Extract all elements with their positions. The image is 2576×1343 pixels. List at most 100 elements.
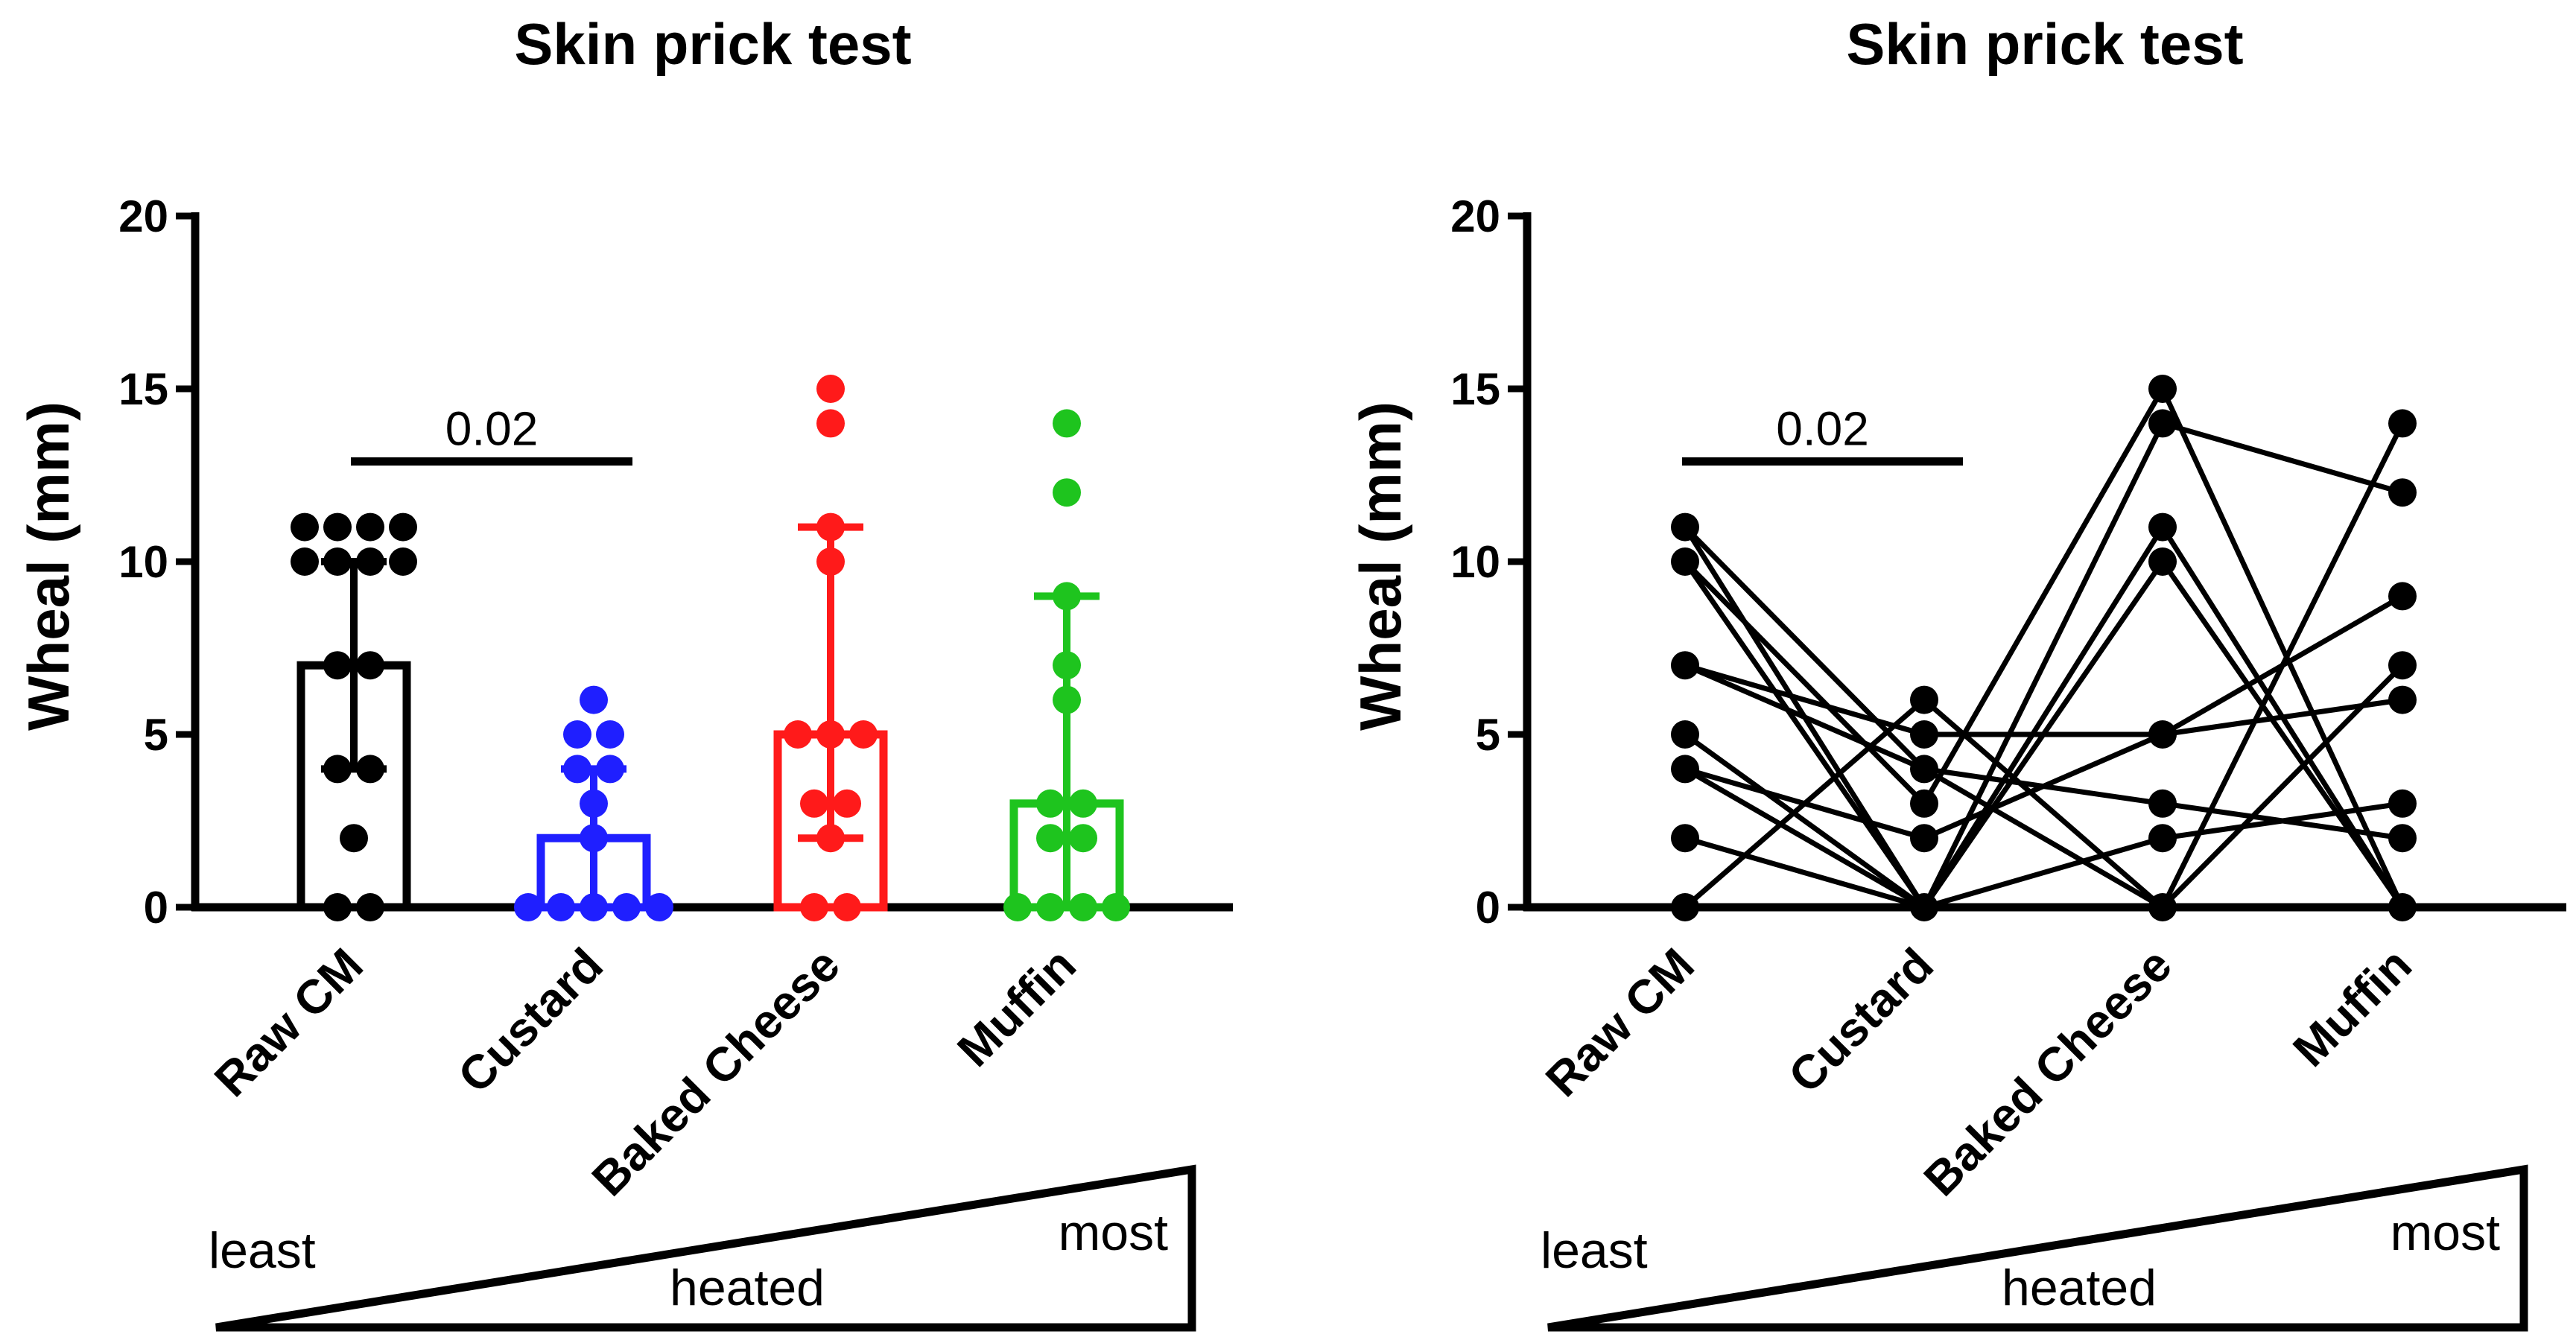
data-point — [596, 755, 624, 784]
data-point — [1671, 651, 1699, 680]
data-point — [1671, 893, 1699, 921]
subject-line — [1683, 386, 2405, 909]
y-tick-label: 20 — [1450, 191, 1500, 241]
subject-line — [1683, 420, 2403, 910]
data-point — [1671, 824, 1699, 853]
most-label: most — [1059, 1204, 1168, 1261]
data-point — [816, 512, 845, 542]
data-point — [800, 893, 828, 921]
data-point — [323, 893, 352, 921]
y-tick-label: 20 — [118, 191, 168, 241]
chart-title: Skin prick test — [1846, 11, 2243, 77]
data-point — [596, 720, 624, 749]
data-point — [323, 547, 352, 576]
data-point — [580, 685, 608, 714]
data-point — [389, 512, 417, 542]
x-category-label: Raw CM — [204, 938, 373, 1107]
data-point — [816, 547, 845, 576]
data-point — [2388, 478, 2417, 507]
data-point — [356, 893, 384, 921]
wedge-triangle — [215, 1164, 1196, 1332]
data-point — [645, 893, 673, 921]
data-point — [784, 720, 812, 749]
data-point — [1069, 824, 1097, 853]
data-point — [356, 547, 384, 576]
y-tick-label: 5 — [144, 710, 168, 760]
data-point — [2388, 651, 2417, 680]
data-point — [2388, 582, 2417, 611]
data-point — [356, 512, 384, 542]
data-point — [1036, 824, 1065, 853]
bars — [296, 661, 1124, 912]
data-point — [323, 651, 352, 680]
y-tick-label: 0 — [1476, 883, 1500, 933]
data-point — [612, 893, 641, 921]
data-point — [816, 720, 845, 749]
least-label: least — [209, 1222, 316, 1279]
data-point — [514, 893, 542, 921]
error-bars — [321, 523, 1100, 907]
data-point — [1910, 720, 1938, 749]
data-point — [1053, 409, 1081, 438]
data-point — [291, 547, 319, 576]
y-tick-label: 0 — [144, 883, 168, 933]
data-point — [1036, 893, 1065, 921]
data-point — [356, 651, 384, 680]
panel-line-chart: Skin prick test Wheal (mm) 0 5 10 15 20 0.02… — [1348, 11, 2566, 1332]
data-point — [800, 789, 828, 818]
heating-gradient-wedge: least heated most — [1541, 1164, 2528, 1332]
heating-gradient-wedge: least heated most — [209, 1164, 1196, 1332]
data-point — [1910, 824, 1938, 853]
subject-line — [1683, 525, 2403, 841]
y-tick-labels: 0 5 10 15 20 — [118, 191, 168, 933]
wedge-triangle — [1547, 1164, 2528, 1332]
y-tick-label: 10 — [1450, 537, 1500, 587]
data-point — [2148, 893, 2177, 921]
y-axis-label: Wheal (mm) — [16, 401, 81, 731]
data-point — [1910, 789, 1938, 818]
data-point — [2148, 512, 2177, 542]
data-point — [2148, 824, 2177, 853]
data-point — [2388, 409, 2417, 438]
data-point — [1910, 755, 1938, 784]
data-point — [849, 720, 878, 749]
y-tick-label: 5 — [1476, 710, 1500, 760]
data-point — [816, 375, 845, 403]
significance-annotation: 0.02 — [351, 401, 632, 466]
most-label: most — [2391, 1204, 2500, 1261]
chart-title: Skin prick test — [514, 11, 911, 77]
data-point — [816, 409, 845, 438]
y-tick-label: 15 — [118, 364, 168, 414]
data-points — [291, 375, 1130, 921]
data-point — [2388, 824, 2417, 853]
least-label: least — [1541, 1222, 1648, 1279]
data-point — [2388, 685, 2417, 714]
data-point — [1003, 893, 1032, 921]
data-point — [563, 755, 591, 784]
data-point — [580, 893, 608, 921]
subject-line — [1683, 663, 2405, 910]
data-point — [833, 789, 861, 818]
x-category-label: Muffin — [2282, 938, 2422, 1077]
subject-lines — [1683, 386, 2405, 910]
y-tick-labels: 0 5 10 15 20 — [1450, 191, 1500, 933]
data-point — [2388, 789, 2417, 818]
data-point — [1053, 582, 1081, 611]
y-tick-label: 10 — [118, 537, 168, 587]
data-point — [1671, 512, 1699, 542]
data-point — [1910, 685, 1938, 714]
x-category-label: Muffin — [947, 938, 1086, 1077]
heated-label: heated — [2002, 1260, 2157, 1316]
y-axis-label: Wheal (mm) — [1348, 401, 1413, 731]
data-point — [833, 893, 861, 921]
data-point — [1053, 478, 1081, 507]
data-point — [1036, 789, 1065, 818]
subject-line — [1684, 559, 2405, 910]
data-point — [1069, 789, 1097, 818]
data-point — [1671, 547, 1699, 576]
x-category-label: Custard — [448, 938, 613, 1103]
data-point — [2148, 375, 2177, 403]
data-point — [2148, 409, 2177, 438]
p-value-label: 0.02 — [1776, 401, 1869, 455]
